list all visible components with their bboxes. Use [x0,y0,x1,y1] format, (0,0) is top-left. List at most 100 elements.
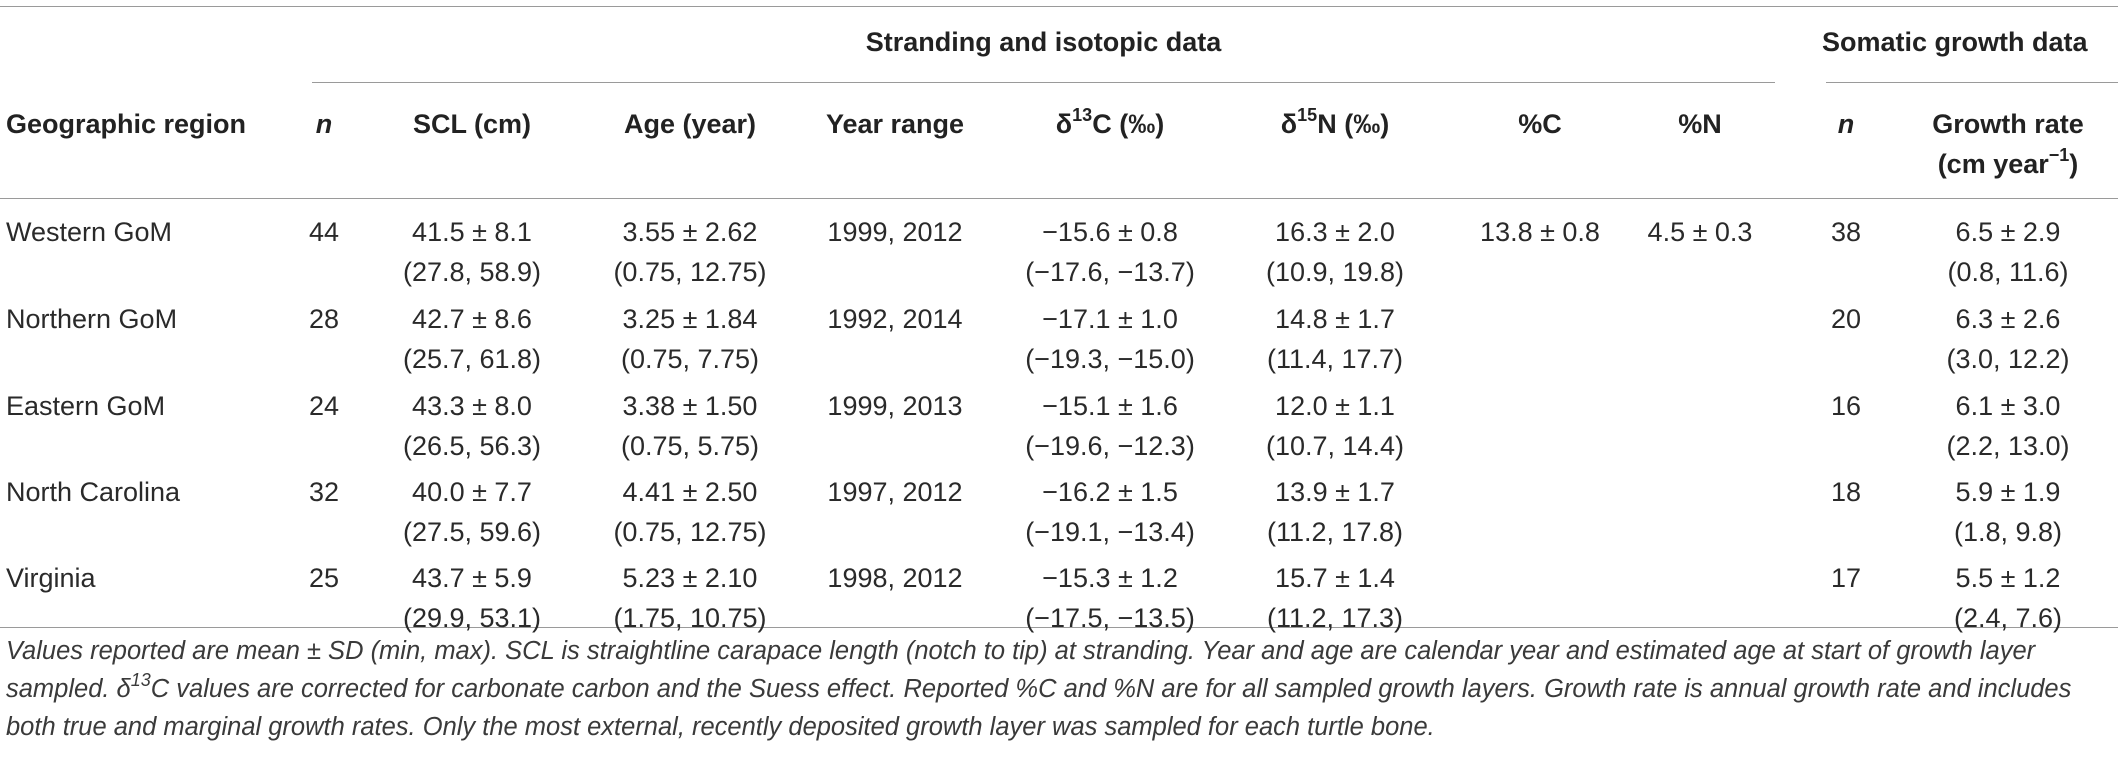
growth-group-rule [1826,82,2118,83]
cell-age: 4.41 ± 2.50 [622,477,758,507]
col-header-pct-n: %N [1678,109,1722,139]
cell-years: 1998, 2012 [827,563,963,593]
cell-d13c: −15.3 ± 1.2 [1042,563,1178,593]
cell-years: 1999, 2012 [827,217,963,247]
col-header-growth-rate: Growth rate (cm year−1) [1898,104,2118,184]
cell-scl: 43.7 ± 5.9 [412,563,532,593]
cell-growth: 5.9 ± 1.9 [1955,477,2061,507]
col-header-d15n: δ15N (‰) [1230,104,1440,144]
footnote-part1: Values reported are mean ± SD (min, max)… [6,637,2036,703]
growth-rate-unit: (cm year−1) [1898,144,2118,184]
cell-region: North Carolina [6,477,181,507]
cell-region: Northern GoM [6,304,178,334]
cell-growth-n: 38 [1830,217,1862,247]
cell-age-range: (0.75, 12.75) [613,517,767,547]
cell-d15n-range: (10.9, 19.8) [1265,257,1405,287]
cell-growth: 6.1 ± 3.0 [1955,391,2061,421]
cell-d15n-range: (11.4, 17.7) [1266,344,1404,374]
d15n-delta: δ [1280,109,1298,139]
cell-growth: 6.3 ± 2.6 [1955,304,2061,334]
cell-d13c: −17.1 ± 1.0 [1042,304,1178,334]
col-header-region: Geographic region [6,109,247,139]
cell-growth-range: (2.2, 13.0) [1946,431,2070,461]
col-header-pct-c: %C [1518,109,1562,139]
cell-d13c-range: (−17.5, −13.5) [1025,603,1195,633]
cell-region: Eastern GoM [6,391,166,421]
cell-growth-range: (2.4, 7.6) [1953,603,2063,633]
d13c-superscript: 13 [1072,105,1093,125]
cell-n: 24 [308,391,340,421]
cell-growth-range: (3.0, 12.2) [1946,344,2070,374]
cell-region: Virginia [6,563,96,593]
cell-growth-n: 16 [1830,391,1862,421]
cell-scl-range: (27.5, 59.6) [402,517,542,547]
cell-d13c: −15.6 ± 0.8 [1042,217,1178,247]
cell-growth: 6.5 ± 2.9 [1955,217,2061,247]
d13c-delta: δ [1055,109,1073,139]
cell-years: 1997, 2012 [827,477,963,507]
cell-age-range: (0.75, 7.75) [620,344,760,374]
cell-age-range: (0.75, 12.75) [613,257,767,287]
cell-scl: 41.5 ± 8.1 [412,217,532,247]
top-rule [0,6,2118,7]
cell-age: 3.38 ± 1.50 [622,391,758,421]
cell-d15n-range: (11.2, 17.3) [1266,603,1404,633]
cell-growth-range: (0.8, 11.6) [1947,257,2069,287]
cell-years: 1999, 2013 [827,391,963,421]
cell-d13c-range: (−19.6, −12.3) [1025,431,1195,461]
cell-scl-range: (29.9, 53.1) [402,603,542,633]
cell-d15n: 16.3 ± 2.0 [1275,217,1395,247]
cell-n: 32 [308,477,340,507]
cell-age-range: (0.75, 5.75) [620,431,760,461]
cell-d15n-range: (11.2, 17.8) [1266,517,1404,547]
footnote-part2: C values are corrected for carbonate car… [6,675,2072,741]
cell-scl: 42.7 ± 8.6 [412,304,532,334]
cell-age-range: (1.75, 10.75) [613,603,767,633]
cell-years: 1992, 2014 [827,304,963,334]
cell-growth-n: 18 [1830,477,1862,507]
cell-growth-n: 20 [1830,304,1862,334]
cell-age: 3.25 ± 1.84 [622,304,758,334]
footnote-superscript: 13 [130,669,151,690]
cell-age: 3.55 ± 2.62 [622,217,758,247]
col-header-age: Age (year) [623,109,757,139]
cell-region: Western GoM [6,217,173,247]
cell-d13c-range: (−17.6, −13.7) [1025,257,1195,287]
cell-d13c-range: (−19.1, −13.4) [1025,517,1195,547]
cell-d13c: −15.1 ± 1.6 [1042,391,1178,421]
group-header-isotopic: Stranding and isotopic data [865,27,1222,57]
cell-scl-range: (26.5, 56.3) [402,431,542,461]
cell-scl: 43.3 ± 8.0 [412,391,532,421]
col-header-scl: SCL (cm) [412,109,532,139]
cell-n: 25 [308,563,340,593]
cell-age: 5.23 ± 2.10 [622,563,758,593]
col-header-year-range: Year range [825,109,965,139]
growth-unit-superscript: −1 [2048,145,2070,165]
cell-d15n: 13.9 ± 1.7 [1275,477,1395,507]
cell-growth: 5.5 ± 1.2 [1955,563,2061,593]
cell-d15n: 15.7 ± 1.4 [1275,563,1395,593]
cell-scl-range: (27.8, 58.9) [402,257,542,287]
cell-growth-range: (1.8, 9.8) [1953,517,2063,547]
growth-unit-a: (cm year [1937,149,2049,179]
d15n-superscript: 15 [1297,105,1318,125]
cell-n: 28 [308,304,340,334]
cell-n: 44 [308,217,340,247]
col-header-n: n [315,109,333,139]
d13c-label: C (‰) [1092,109,1165,139]
header-bottom-rule [0,198,2118,199]
bottom-rule [0,627,2118,628]
cell-pct-c: 13.8 ± 0.8 [1480,217,1600,247]
growth-unit-b: ) [2069,149,2079,179]
cell-d13c-range: (−19.3, −15.0) [1025,344,1195,374]
col-header-d13c: δ13C (‰) [1000,104,1220,144]
growth-rate-label: Growth rate [1932,109,2084,139]
d15n-label: N (‰) [1317,109,1390,139]
isotopic-group-rule [312,82,1775,83]
cell-d15n-range: (10.7, 14.4) [1265,431,1405,461]
cell-d13c: −16.2 ± 1.5 [1042,477,1178,507]
cell-pct-n: 4.5 ± 0.3 [1647,217,1753,247]
cell-scl: 40.0 ± 7.7 [412,477,532,507]
col-header-growth-n: n [1837,109,1855,139]
cell-d15n: 12.0 ± 1.1 [1275,391,1395,421]
